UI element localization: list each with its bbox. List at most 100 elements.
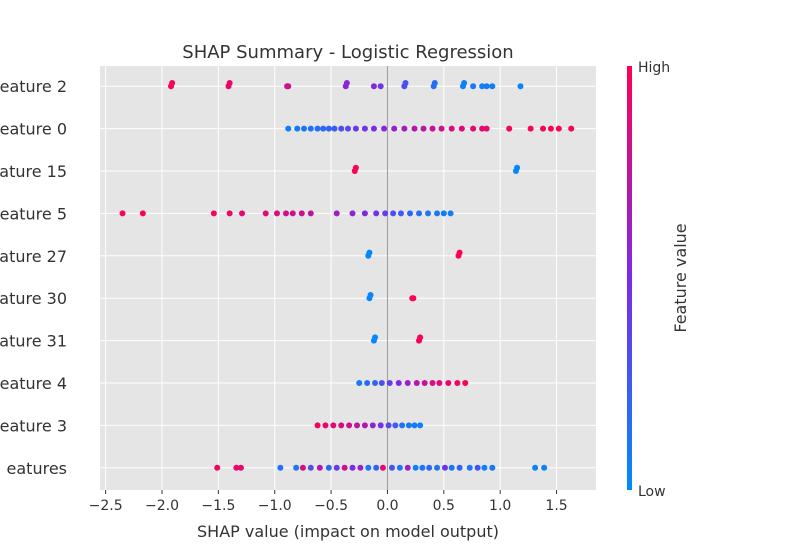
shap-point: [369, 422, 376, 429]
shap-point: [391, 125, 398, 132]
shap-point: [333, 210, 340, 217]
shap-point: [370, 83, 377, 90]
shap-point: [382, 210, 389, 217]
shap-point: [262, 210, 269, 217]
shap-point: [436, 380, 443, 386]
shap-point: [330, 422, 337, 429]
shap-point: [483, 83, 490, 90]
shap-point: [448, 464, 455, 471]
shap-point: [377, 422, 384, 429]
shap-point: [357, 464, 364, 471]
shap-point: [325, 125, 332, 132]
feature-label: eature 3: [0, 416, 67, 435]
plot-area: [100, 66, 596, 490]
shap-point: [506, 125, 513, 132]
shap-point: [322, 422, 329, 429]
shap-point: [285, 125, 292, 132]
shap-point: [447, 210, 454, 217]
shap-point: [338, 422, 345, 429]
shap-point: [385, 422, 392, 429]
feature-label: eature 31: [0, 332, 67, 351]
shap-point: [316, 464, 323, 471]
shap-point: [283, 210, 289, 217]
shap-point: [514, 164, 521, 171]
shap-point: [169, 80, 176, 86]
x-tick-label: −1.0: [258, 498, 292, 514]
shap-point: [365, 464, 372, 471]
shap-point: [333, 464, 340, 471]
feature-labels: eature 2 eature 0 eature 15 eature 5 eature …: [0, 77, 67, 478]
shap-point: [294, 125, 301, 132]
shap-point: [458, 125, 465, 132]
x-tick-label: 1.0: [489, 498, 511, 514]
shap-point: [456, 464, 463, 471]
shap-point: [372, 380, 379, 386]
shap-point: [325, 464, 332, 471]
shap-point: [429, 380, 436, 386]
feature-label: eatures: [7, 459, 67, 478]
shap-point: [370, 125, 377, 132]
shap-point: [404, 380, 411, 386]
x-tick-label: −0.5: [314, 498, 348, 514]
shap-point: [421, 380, 428, 386]
shap-point: [373, 210, 380, 217]
shap-point: [233, 464, 240, 471]
shap-point: [489, 83, 496, 90]
shap-point: [527, 125, 534, 132]
shap-point: [381, 125, 388, 132]
shap-point: [390, 210, 397, 217]
data-points: [119, 80, 575, 471]
shap-point: [346, 422, 353, 429]
shap-point: [119, 210, 126, 217]
shap-point: [331, 125, 338, 132]
feature-label: eature 0: [0, 120, 67, 139]
shap-point: [307, 464, 314, 471]
shap-point: [461, 80, 468, 86]
shap-point: [420, 125, 427, 132]
shap-point: [402, 80, 409, 86]
shap-point: [395, 380, 402, 386]
feature-label: eature 15: [0, 162, 67, 181]
shap-point: [388, 464, 395, 471]
shap-point: [367, 292, 374, 298]
feature-label: eature 30: [0, 289, 67, 308]
shap-point: [352, 164, 359, 171]
shap-point: [401, 125, 408, 132]
shap-point: [373, 464, 380, 471]
shap-point: [456, 249, 463, 256]
shap-point: [338, 125, 345, 132]
x-tick-label: 0.5: [433, 498, 455, 514]
shap-point: [417, 334, 424, 341]
shap-point: [454, 380, 461, 386]
shap-point: [429, 125, 436, 132]
shap-point: [314, 125, 321, 132]
shap-point: [307, 125, 314, 132]
x-tick-label: 1.5: [545, 498, 567, 514]
shap-point: [277, 464, 284, 471]
colorbar-high-label: High: [638, 60, 670, 76]
shap-point: [462, 380, 469, 386]
shap-point: [434, 464, 441, 471]
shap-point: [413, 380, 420, 386]
shap-point: [555, 125, 562, 132]
shap-point: [379, 464, 386, 471]
shap-point: [354, 422, 361, 429]
shap-point: [293, 464, 300, 471]
x-tick-label: −1.5: [201, 498, 235, 514]
shap-point: [139, 210, 146, 217]
shap-point: [364, 380, 371, 386]
shap-point: [396, 464, 403, 471]
shap-point: [448, 125, 455, 132]
shap-point: [301, 125, 308, 132]
shap-point: [426, 464, 433, 471]
shap-point: [438, 125, 445, 132]
shap-point: [392, 422, 399, 429]
shap-point: [434, 210, 441, 217]
colorbar: [627, 66, 632, 490]
feature-label: eature 27: [0, 247, 67, 266]
shap-point: [361, 422, 368, 429]
shap-point: [345, 125, 351, 132]
shap-point: [411, 125, 418, 132]
shap-point: [377, 83, 384, 90]
